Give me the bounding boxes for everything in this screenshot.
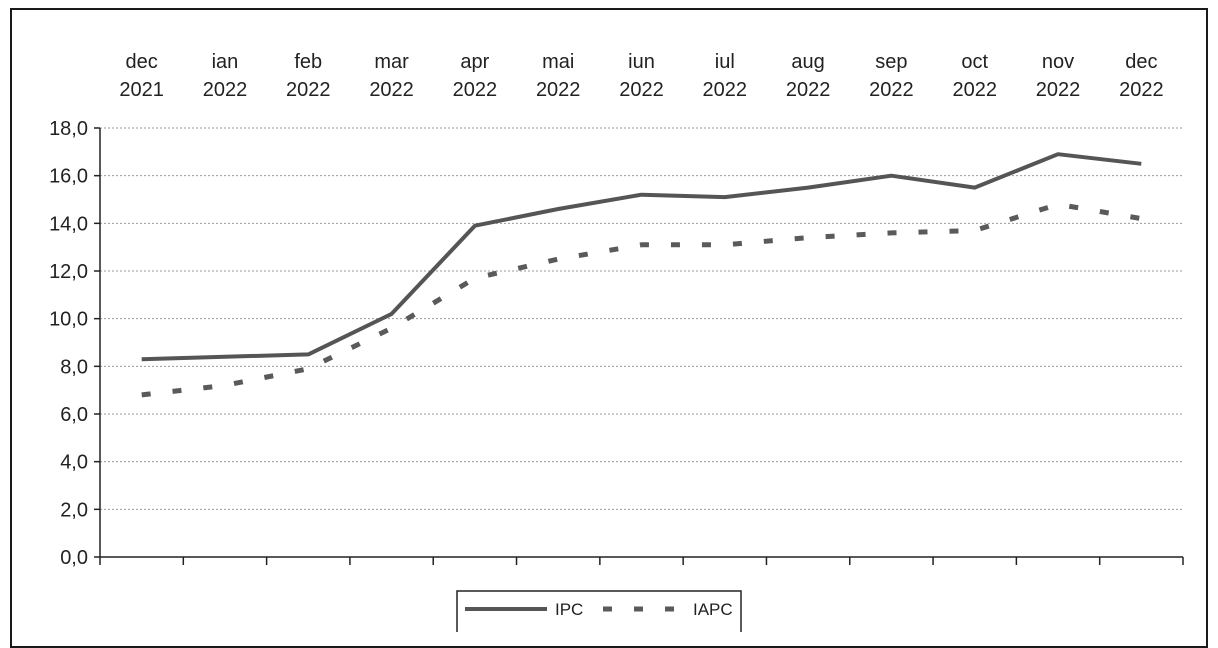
- x-tick-label: iul: [715, 51, 735, 73]
- y-tick-label: 0,0: [60, 547, 88, 569]
- x-tick-label: mar: [374, 51, 409, 73]
- x-tick-labels: dec 2021 ian 2022 feb 2022 mar 2022 apr 2022 mai 20…: [119, 51, 1163, 101]
- x-tick-label: feb: [294, 51, 322, 73]
- x-tick-label: oct: [961, 51, 988, 73]
- y-tick-label: 4,0: [60, 452, 88, 474]
- x-tick-label: apr: [460, 51, 489, 73]
- series-line-iapc: [141, 201, 1142, 398]
- series-line-ipc: [141, 152, 1142, 362]
- x-tick-label: 2022: [453, 79, 498, 101]
- legend-box: [456, 590, 742, 632]
- y-tick-label: 6,0: [60, 404, 88, 426]
- x-tick-label: 2022: [1119, 79, 1164, 101]
- x-tick-label: ian: [212, 51, 239, 73]
- x-tick-label: 2022: [203, 79, 248, 101]
- x-tick-label: 2022: [869, 79, 914, 101]
- x-tick-label: 2022: [786, 79, 831, 101]
- y-tick-label: 10,0: [49, 309, 88, 331]
- axes: [94, 127, 1184, 565]
- x-tick-label: 2021: [119, 79, 164, 101]
- x-tick-label: 2022: [369, 79, 414, 101]
- x-tick-label: sep: [875, 51, 907, 73]
- y-tick-label: 18,0: [49, 118, 88, 140]
- y-tick-label: 16,0: [49, 166, 88, 188]
- x-tick-label: iun: [628, 51, 655, 73]
- legend: IPC IAPC: [456, 590, 742, 632]
- x-tick-label: 2022: [703, 79, 748, 101]
- line-chart: 0,0 2,0 4,0 6,0 8,0 10,0 12,0 14,0 16,0 18,0 dec 2…: [49, 51, 1184, 632]
- x-tick-label: aug: [791, 51, 824, 73]
- x-tick-label: dec: [126, 51, 158, 73]
- x-tick-label: 2022: [619, 79, 664, 101]
- y-tick-label: 12,0: [49, 261, 88, 283]
- x-tick-label: nov: [1042, 51, 1074, 73]
- legend-label-iapc: IAPC: [693, 600, 733, 619]
- x-tick-label: 2022: [952, 79, 997, 101]
- x-tick-label: 2022: [286, 79, 331, 101]
- y-tick-labels: 0,0 2,0 4,0 6,0 8,0 10,0 12,0 14,0 16,0 18,0: [49, 118, 88, 569]
- chart-frame: [10, 8, 1208, 648]
- y-tick-label: 8,0: [60, 356, 88, 378]
- x-tick-label: mai: [542, 51, 574, 73]
- x-tick-label: 2022: [536, 79, 581, 101]
- gridlines: [100, 127, 1183, 510]
- y-tick-label: 14,0: [49, 213, 88, 235]
- legend-label-ipc: IPC: [555, 600, 583, 619]
- series-lines: [141, 152, 1142, 398]
- y-tick-label: 2,0: [60, 499, 88, 521]
- x-tick-label: dec: [1125, 51, 1157, 73]
- x-tick-label: 2022: [1036, 79, 1081, 101]
